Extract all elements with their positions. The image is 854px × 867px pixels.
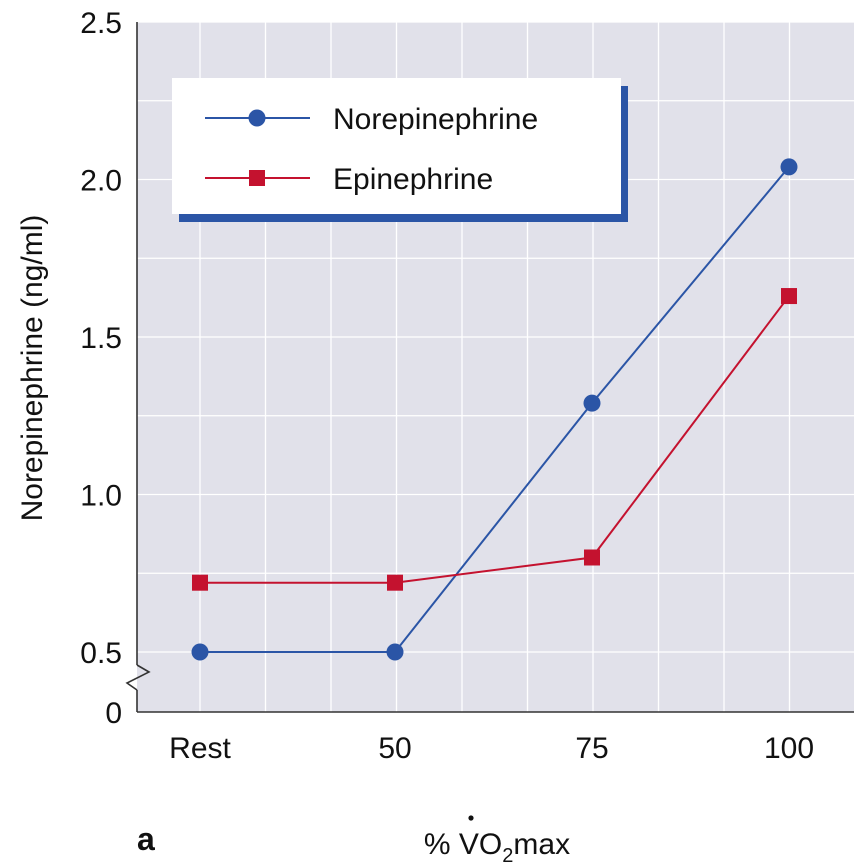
x-axis-label: % VO2max (424, 828, 570, 867)
x-axis-label-prefix: % (424, 828, 459, 861)
axis-break (125, 664, 151, 691)
series-line-epinephrine (200, 295, 790, 584)
data-point-norepinephrine (386, 643, 404, 661)
y-axis-label: Norepinephrine (ng/ml) (16, 215, 49, 522)
legend-box (172, 78, 621, 214)
data-point-epinephrine (192, 574, 208, 591)
x-tick-label: 100 (764, 732, 814, 765)
x-axis-label-main: VO (459, 828, 502, 861)
data-point-epinephrine (387, 574, 403, 591)
series-lines (200, 166, 790, 653)
y-tick-label: 2.0 (80, 165, 122, 198)
x-tick-label: 75 (575, 732, 608, 765)
y-tick-label: 0.5 (80, 637, 122, 670)
panel-label: a (137, 821, 155, 857)
x-tick-labels: Rest 50 75 100 (169, 732, 814, 765)
x-tick-label: Rest (169, 732, 231, 765)
series-markers (191, 158, 798, 661)
legend-marker-epinephrine (249, 170, 265, 186)
x-axis-label-subscript: 2 (502, 845, 513, 867)
legend-label-norepinephrine: Norepinephrine (333, 103, 538, 136)
legend-items: Norepinephrine Epinephrine (205, 103, 538, 196)
legend-label-epinephrine: Epinephrine (333, 163, 493, 196)
x-tick-label: 50 (378, 732, 411, 765)
data-point-norepinephrine (780, 158, 798, 176)
axes (125, 22, 854, 713)
y-tick-labels: 0 0.5 1.0 1.5 2.0 2.5 (80, 7, 122, 730)
y-tick-label: 0 (105, 697, 122, 730)
data-point-norepinephrine (583, 394, 601, 412)
legend-marker-norepinephrine (248, 109, 266, 127)
x-axis-label-suffix: max (513, 828, 570, 861)
legend: Norepinephrine Epinephrine (172, 78, 628, 222)
series-line-norepinephrine (200, 166, 790, 653)
y-tick-label: 1.5 (80, 322, 122, 355)
data-point-norepinephrine (191, 643, 209, 661)
data-point-epinephrine (584, 549, 600, 566)
x-axis-label-dot (468, 815, 474, 821)
y-tick-label: 2.5 (80, 7, 122, 40)
data-point-epinephrine (781, 288, 797, 305)
y-tick-label: 1.0 (80, 480, 122, 513)
